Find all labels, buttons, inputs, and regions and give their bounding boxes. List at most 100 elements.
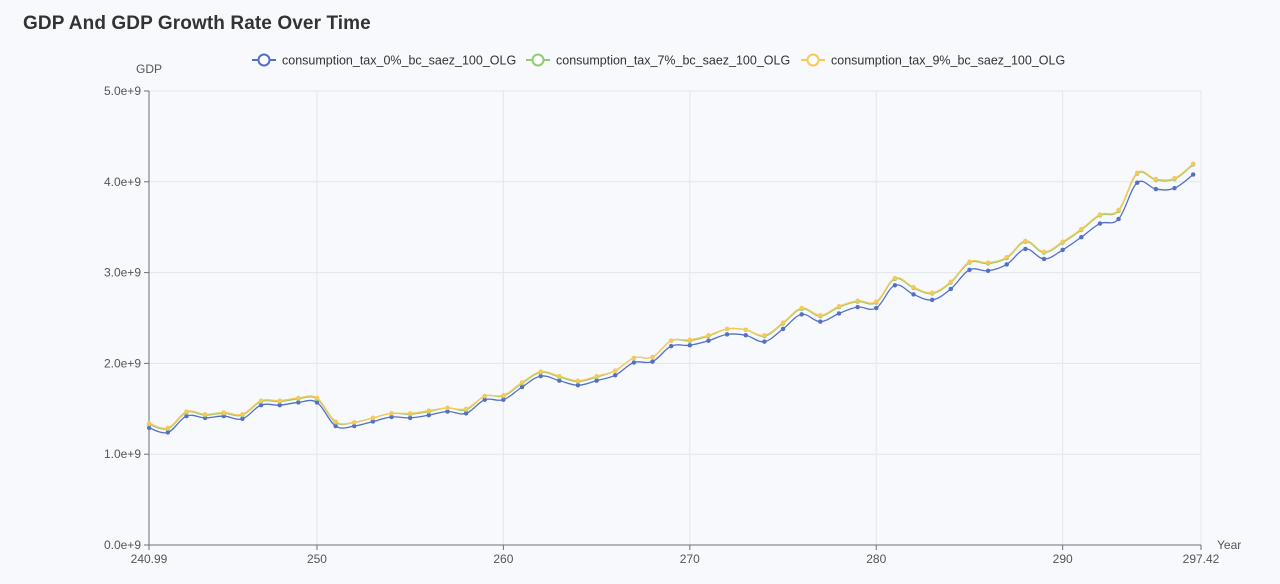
chart-title: GDP And GDP Growth Rate Over Time (23, 13, 371, 34)
legend-label-0: consumption_tax_0%_bc_saez_100_OLG (282, 54, 516, 68)
data-point (463, 406, 469, 412)
y-tick-label: 4.0e+9 (104, 175, 141, 189)
x-tick-label: 260 (493, 552, 513, 566)
data-point (892, 275, 898, 281)
data-point (668, 343, 674, 349)
x-tick-label: 290 (1053, 552, 1073, 566)
data-point (352, 420, 357, 425)
data-point (296, 395, 301, 401)
data-point (426, 408, 432, 413)
data-point (687, 342, 693, 348)
data-point (1060, 239, 1065, 244)
data-point (501, 392, 506, 398)
data-point (1079, 226, 1084, 232)
data-point (146, 421, 152, 426)
data-point (967, 267, 972, 273)
data-point (985, 268, 991, 274)
x-tick-label: 280 (866, 552, 886, 566)
data-point (1134, 170, 1140, 175)
legend-marker-0 (257, 53, 271, 67)
data-point (1116, 216, 1121, 222)
data-point (1004, 262, 1009, 267)
data-point (538, 369, 543, 374)
y-tick-label: 1.0e+9 (104, 447, 141, 461)
data-point (1134, 180, 1140, 185)
legend-marker-2 (806, 53, 820, 67)
data-point (1097, 221, 1103, 226)
x-tick-label: 297.42 (1183, 552, 1220, 566)
data-point (743, 333, 748, 338)
data-point (1153, 176, 1159, 182)
x-tick-label: 240.99 (131, 552, 168, 566)
data-point (575, 378, 581, 383)
data-point (445, 405, 450, 411)
x-tick-label: 270 (680, 552, 700, 566)
data-point (706, 338, 711, 343)
y-tick-label: 3.0e+9 (104, 266, 141, 280)
data-point (650, 354, 655, 360)
data-point (873, 305, 879, 311)
data-point (780, 326, 786, 332)
data-point (1004, 254, 1009, 260)
data-point (911, 292, 916, 297)
data-point (780, 320, 786, 325)
data-point (855, 304, 860, 310)
data-point (836, 311, 842, 316)
data-point (762, 333, 767, 338)
data-point (1060, 247, 1065, 253)
data-point (836, 303, 842, 309)
legend-label-2: consumption_tax_9%_bc_saez_100_OLG (831, 54, 1065, 68)
data-point (948, 279, 954, 284)
data-point (799, 312, 804, 317)
x-axis-title: Year (1217, 538, 1241, 552)
y-axis-title: GDP (136, 62, 162, 76)
y-tick-label: 0.0e+9 (104, 538, 141, 552)
data-point (277, 398, 282, 403)
data-point (724, 326, 730, 332)
legend-label-1: consumption_tax_7%_bc_saez_100_OLG (556, 54, 790, 68)
y-tick-label: 2.0e+9 (104, 356, 141, 370)
data-point (967, 259, 972, 264)
data-point (631, 355, 637, 361)
data-point (1172, 175, 1177, 181)
data-point (519, 380, 525, 385)
data-point (1153, 186, 1159, 192)
data-point (762, 339, 767, 344)
plot-area (149, 91, 1201, 545)
data-point (221, 410, 227, 415)
data-point (706, 333, 711, 338)
data-point (1041, 256, 1047, 262)
data-point (911, 284, 916, 290)
data-point (873, 299, 879, 304)
data-point (1190, 161, 1196, 166)
data-point (929, 290, 935, 295)
data-point (407, 411, 413, 416)
data-point (1190, 172, 1196, 177)
data-point (818, 313, 823, 318)
data-point (1097, 212, 1103, 217)
data-point (799, 305, 804, 311)
data-point (184, 409, 189, 414)
data-point (557, 373, 562, 379)
data-point (818, 319, 823, 324)
data-point (1116, 207, 1121, 213)
data-point (314, 395, 320, 401)
data-point (948, 286, 954, 292)
data-point (892, 283, 898, 288)
data-point (724, 332, 730, 337)
data-point (985, 260, 991, 265)
data-point (929, 297, 935, 303)
data-point (613, 368, 618, 373)
data-point (650, 359, 655, 364)
data-point (1041, 249, 1047, 254)
data-point (240, 411, 245, 417)
data-point (482, 393, 488, 399)
data-point (1023, 246, 1028, 252)
data-point (743, 327, 748, 333)
data-point (202, 411, 208, 417)
data-point (687, 337, 693, 343)
data-point (594, 373, 599, 379)
data-point (165, 425, 171, 431)
